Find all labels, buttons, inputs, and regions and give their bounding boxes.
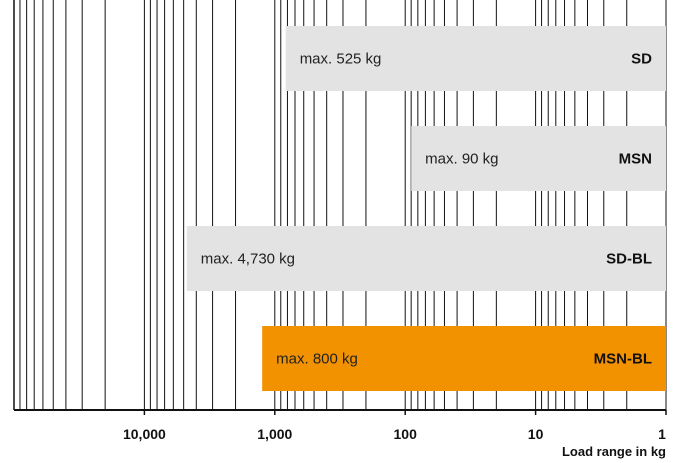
bar-name-label: SD: [631, 51, 652, 68]
bar-sd: [285, 26, 666, 91]
bar-value-label: max. 4,730 kg: [201, 251, 295, 268]
bar-name-label: MSN: [619, 151, 652, 168]
tick-label: 10,000: [123, 426, 166, 442]
bar-name-label: MSN-BL: [594, 351, 652, 368]
tick-label: 1,000: [257, 426, 292, 442]
bar-msn: [411, 126, 666, 191]
bars-layer: max. 525 kg SD max. 90 kg MSN max. 4,730 kg S…: [186, 26, 667, 391]
x-tick-labels: 10,000 1,000 100 10 1: [123, 410, 667, 442]
x-axis-title: Load range in kg: [562, 444, 666, 459]
bar-name-label: SD-BL: [606, 251, 652, 268]
tick-label: 10: [528, 426, 544, 442]
bar-value-label: max. 90 kg: [425, 151, 498, 168]
bar-msn-bl: [262, 326, 666, 391]
tick-label: 100: [394, 426, 418, 442]
bar-value-label: max. 800 kg: [276, 351, 358, 368]
bar-value-label: max. 525 kg: [300, 51, 382, 68]
tick-label: 1: [658, 426, 666, 442]
bar-sd-bl: [186, 226, 667, 291]
